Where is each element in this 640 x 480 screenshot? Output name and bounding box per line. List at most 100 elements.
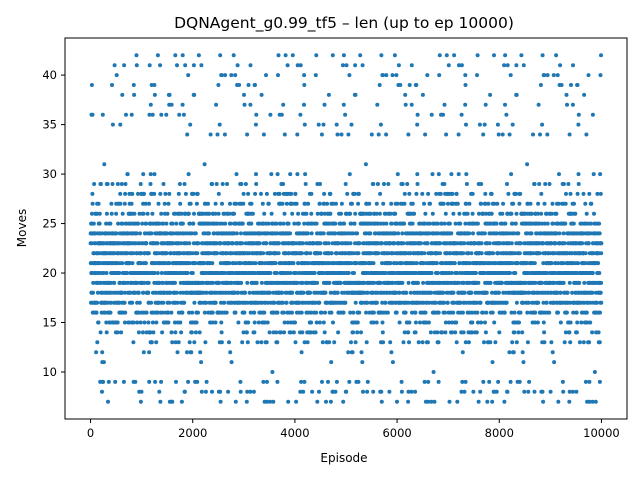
data-point bbox=[187, 340, 192, 345]
data-point bbox=[104, 330, 109, 335]
data-point bbox=[299, 379, 304, 384]
data-point bbox=[415, 172, 420, 177]
data-point bbox=[121, 379, 126, 384]
data-point bbox=[482, 231, 487, 236]
data-point bbox=[381, 340, 386, 345]
data-point bbox=[410, 221, 415, 226]
data-point bbox=[285, 320, 290, 325]
data-point bbox=[182, 182, 187, 186]
data-point bbox=[149, 300, 154, 305]
data-point bbox=[302, 379, 307, 384]
data-point bbox=[481, 132, 486, 137]
data-point bbox=[542, 330, 547, 335]
data-point bbox=[587, 191, 592, 196]
data-point bbox=[500, 280, 504, 285]
data-point bbox=[415, 112, 420, 117]
data-point bbox=[354, 261, 359, 266]
data-point bbox=[109, 280, 113, 285]
data-point bbox=[561, 280, 566, 285]
data-point bbox=[329, 251, 334, 256]
data-point bbox=[491, 251, 496, 256]
data-point bbox=[95, 211, 99, 216]
data-point bbox=[517, 379, 522, 384]
data-point bbox=[402, 201, 407, 206]
data-point bbox=[315, 399, 320, 404]
data-point bbox=[267, 330, 272, 335]
data-point bbox=[131, 83, 136, 87]
data-point bbox=[529, 231, 534, 236]
data-point bbox=[185, 271, 190, 275]
data-point bbox=[152, 83, 157, 87]
data-point bbox=[175, 300, 180, 305]
data-point bbox=[304, 211, 309, 216]
data-point bbox=[554, 211, 559, 216]
data-point bbox=[176, 191, 181, 196]
data-point bbox=[494, 221, 499, 226]
data-point bbox=[278, 221, 283, 226]
data-point bbox=[177, 182, 182, 186]
data-point bbox=[275, 310, 280, 315]
data-point bbox=[356, 191, 361, 196]
data-point bbox=[394, 73, 399, 78]
data-point bbox=[462, 389, 467, 394]
data-point bbox=[173, 340, 178, 345]
data-point bbox=[352, 251, 357, 256]
data-point bbox=[404, 290, 409, 295]
data-point bbox=[152, 191, 157, 196]
data-point bbox=[423, 211, 428, 216]
data-point bbox=[330, 53, 335, 58]
data-point bbox=[98, 330, 103, 335]
data-point bbox=[409, 63, 414, 68]
data-point bbox=[118, 201, 123, 206]
data-point bbox=[213, 300, 218, 305]
data-point bbox=[329, 310, 334, 315]
data-point bbox=[414, 83, 419, 87]
data-point bbox=[247, 290, 252, 295]
data-point bbox=[420, 340, 425, 345]
data-point bbox=[353, 92, 358, 97]
data-point bbox=[599, 53, 603, 58]
data-point bbox=[284, 201, 289, 206]
data-point bbox=[454, 320, 459, 325]
data-point bbox=[363, 261, 368, 266]
data-point bbox=[428, 330, 433, 335]
data-point bbox=[268, 271, 273, 275]
data-point bbox=[301, 389, 306, 394]
data-point bbox=[537, 182, 542, 186]
data-point bbox=[269, 211, 274, 216]
data-point bbox=[371, 389, 376, 394]
data-point bbox=[378, 221, 383, 226]
data-point bbox=[383, 211, 388, 216]
data-point bbox=[134, 63, 139, 68]
data-point bbox=[483, 191, 488, 196]
data-point bbox=[271, 399, 276, 404]
data-point bbox=[564, 191, 568, 196]
data-point bbox=[265, 379, 269, 384]
data-point bbox=[187, 310, 191, 315]
data-point bbox=[154, 320, 159, 325]
data-point bbox=[267, 290, 272, 295]
data-point bbox=[115, 330, 120, 335]
data-point bbox=[190, 271, 195, 275]
data-point bbox=[598, 172, 603, 177]
data-point bbox=[398, 83, 403, 87]
data-point bbox=[309, 211, 314, 216]
data-point bbox=[580, 241, 585, 246]
data-point bbox=[507, 132, 512, 137]
data-point bbox=[191, 191, 196, 196]
data-point bbox=[290, 53, 295, 58]
data-point bbox=[173, 330, 178, 335]
data-point bbox=[467, 201, 472, 206]
data-point bbox=[583, 201, 588, 206]
data-point bbox=[444, 53, 449, 58]
data-point bbox=[152, 271, 157, 275]
data-point bbox=[136, 221, 141, 226]
data-point bbox=[188, 122, 193, 127]
data-point bbox=[146, 290, 151, 295]
data-point bbox=[564, 310, 569, 315]
data-point bbox=[542, 201, 547, 206]
data-point bbox=[466, 340, 471, 345]
data-point bbox=[213, 320, 218, 325]
data-point bbox=[502, 399, 507, 404]
data-point bbox=[564, 92, 569, 97]
